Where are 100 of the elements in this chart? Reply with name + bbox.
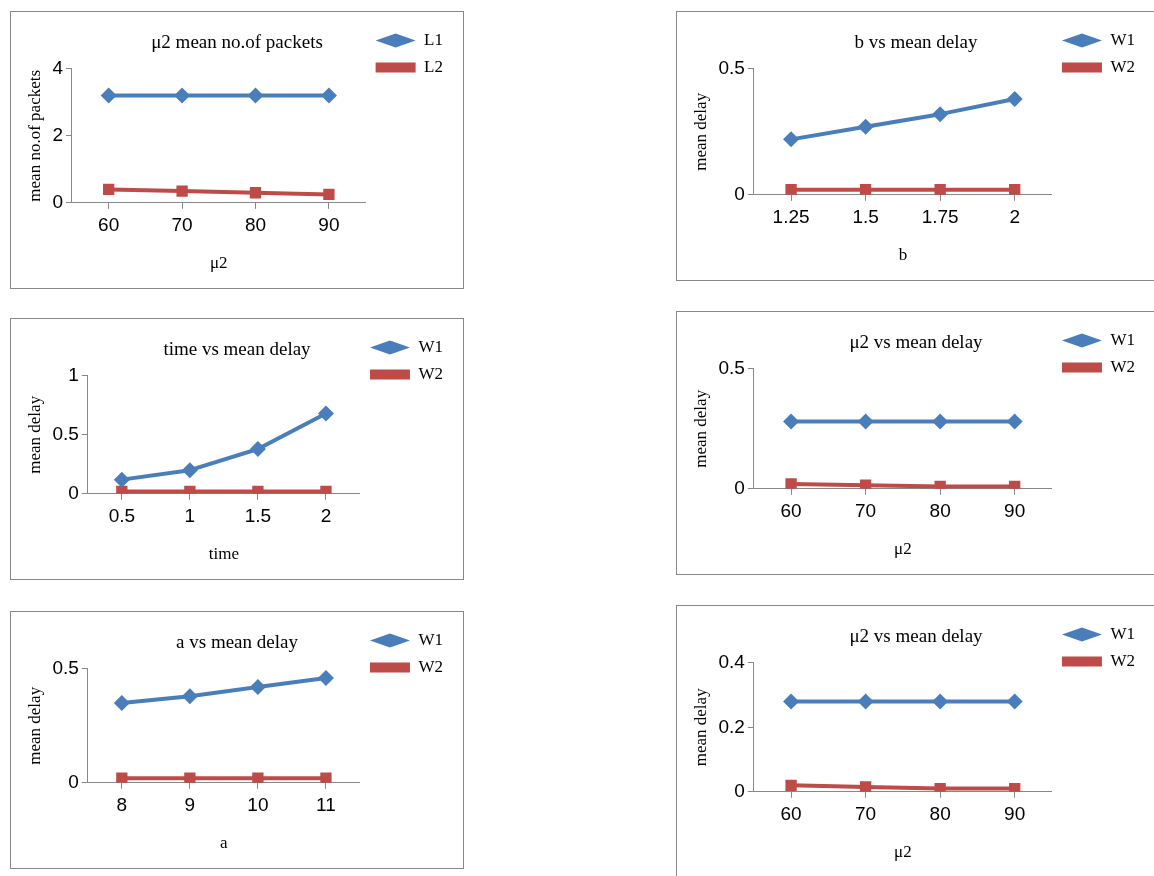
x-tick-label: 1.25 [772,206,810,228]
point [859,781,872,792]
point [100,87,117,104]
y-tick-label: 0 [734,477,745,499]
point [181,462,198,479]
x-tick-label: 60 [780,803,802,825]
y-tick-label: 0 [734,183,745,205]
y-axis-title: mean delay [24,395,44,474]
y-tick-label: 0.2 [718,715,745,737]
point [857,693,874,710]
x-tick-label: 1.5 [244,505,272,527]
point [859,184,872,195]
legend-label: W2 [418,656,443,676]
point [1006,91,1023,108]
point [1006,413,1023,430]
y-tick-label: 2 [52,124,63,146]
point [249,679,266,696]
x-tick-label: 70 [171,214,193,236]
legend-label: W2 [1110,356,1135,376]
point [317,405,334,422]
y-tick-label: 1 [68,364,79,386]
y-tick-label: 0.5 [52,423,79,445]
x-tick-label: 90 [1004,803,1026,825]
x-tick-label: 90 [1004,500,1026,522]
y-tick-label: 0.5 [718,357,745,379]
x-tick-label: 1.75 [921,206,959,228]
x-tick-label: 60 [98,214,120,236]
x-tick-label: 70 [855,803,877,825]
point [184,772,196,783]
y-tick-label: 4 [52,57,64,79]
x-tick-label: 70 [855,500,877,522]
x-axis-title: μ2 [894,842,912,862]
x-tick-label: 2 [1009,206,1020,228]
y-axis-title: mean delay [24,686,44,765]
x-tick-label: 10 [247,794,269,816]
x-tick-label: 80 [244,214,267,236]
point [785,478,797,489]
y-axis-title: mean delay [690,687,710,767]
point [932,413,949,430]
y-tick-label: 0.5 [52,657,79,679]
chart-title: a vs mean delay [176,631,299,653]
point [323,188,335,201]
x-tick-label: 1 [184,505,196,527]
x-tick-label: 2 [320,505,332,527]
legend-label: W1 [1110,329,1135,349]
y-axis-title: mean no.of packets [24,69,44,202]
point [932,693,949,710]
chart-title: b vs mean delay [854,31,978,53]
y-axis-title: mean delay [690,92,710,171]
chart-title: μ2 vs mean delay [849,625,984,647]
chart-title: time vs mean delay [163,338,312,360]
legend-label: W2 [1110,56,1135,76]
x-tick-label: 0.5 [108,505,136,527]
legend-label: W1 [418,629,443,649]
x-axis-title: a [220,833,229,853]
chart-title: μ2 mean no.of packets [151,31,323,53]
x-tick-label: 60 [780,500,802,522]
legend-label: W1 [1110,623,1135,643]
point [320,772,332,783]
point [176,185,188,197]
point [857,413,874,430]
y-tick-label: 0 [68,771,79,793]
y-tick-label: 0 [68,482,79,504]
point [174,87,191,104]
point [113,695,130,711]
legend-label: W2 [418,363,443,383]
point [783,413,800,430]
chart-title: μ2 vs mean delay [849,331,984,353]
legend-label: W2 [1110,650,1135,670]
x-tick-label: 1.5 [852,206,879,228]
point [252,772,264,783]
point [785,184,797,195]
point [320,87,337,104]
y-tick-label: 0 [52,191,63,213]
point [247,87,264,104]
point [249,187,262,199]
x-tick-label: 80 [929,803,951,825]
x-axis-title: μ2 [894,539,912,559]
point [1009,184,1021,195]
x-axis-title: time [208,544,239,564]
point [934,184,946,195]
point [103,183,115,196]
point [317,669,334,686]
point [857,118,874,135]
y-axis-title: mean delay [690,389,710,468]
point [1006,693,1023,710]
point [113,471,130,488]
point [783,131,800,148]
y-tick-label: 0 [734,780,745,802]
point [934,782,946,792]
legend-label: W1 [418,336,443,356]
x-tick-label: 8 [116,794,128,816]
legend-label: L1 [424,29,444,49]
legend-label: W1 [1110,29,1135,49]
x-tick-label: 90 [318,214,340,236]
x-tick-label: 9 [184,794,196,816]
point [932,106,949,123]
x-axis-title: μ2 [209,253,228,273]
point [249,440,266,457]
legend-label: L2 [424,56,444,76]
